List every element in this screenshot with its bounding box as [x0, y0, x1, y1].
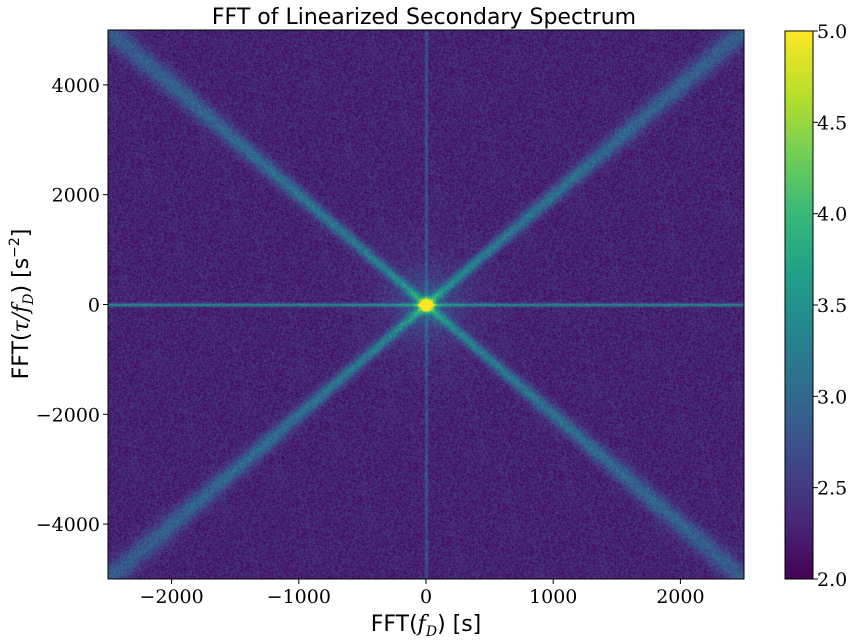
heatmap-image [108, 30, 744, 579]
x-tick-label: −2000 [139, 586, 203, 608]
colorbar-ticks: 5.0 4.5 4.0 3.5 3.0 2.5 2.0 [813, 21, 847, 591]
colorbar-tick-label: 2.5 [817, 478, 847, 500]
x-tick-label: −1000 [267, 586, 331, 608]
y-axis-label-subscript: D [21, 293, 37, 305]
x-tick-label: 0 [420, 586, 432, 608]
colorbar-tick-label: 3.0 [817, 386, 847, 408]
y-axis-label-close: ] [9, 229, 34, 238]
x-axis-label-prefix: FFT( [371, 612, 418, 637]
y-axis-label: FFT(τ/fD) [s−2] [7, 229, 37, 380]
colorbar-tick-label: 2.0 [817, 569, 847, 591]
colorbar [784, 30, 814, 580]
y-tick-label: −4000 [36, 514, 100, 536]
colorbar-tick-label: 3.5 [817, 295, 847, 317]
y-tick-label: 0 [88, 295, 100, 317]
colorbar-tick-label: 5.0 [817, 21, 847, 43]
y-axis-label-suffix: ) [s [9, 258, 34, 294]
x-axis-label-subscript: D [425, 624, 437, 640]
y-axis-label-prefix: FFT( [9, 332, 34, 379]
heatmap [108, 30, 744, 579]
x-tick-label: 1000 [529, 586, 577, 608]
colorbar-tick-label: 4.5 [817, 112, 847, 134]
chart-title: FFT of Linearized Secondary Spectrum [212, 5, 636, 30]
x-tick-label: 2000 [656, 586, 704, 608]
y-tick-label: 4000 [52, 75, 100, 97]
y-axis-label-superscript: −2 [7, 237, 23, 258]
y-axis-ticks: 4000 2000 0 −2000 −4000 [36, 75, 108, 536]
y-axis-label-symbol: τ/f [9, 301, 34, 333]
y-tick-label: −2000 [36, 404, 100, 426]
x-axis-ticks: −2000 −1000 0 1000 2000 [139, 579, 705, 608]
colorbar-tick-label: 4.0 [817, 204, 847, 226]
x-axis-label: FFT(fD) [s] [371, 612, 482, 640]
y-tick-label: 2000 [52, 185, 100, 207]
x-axis-label-suffix: ) [s] [437, 612, 481, 637]
